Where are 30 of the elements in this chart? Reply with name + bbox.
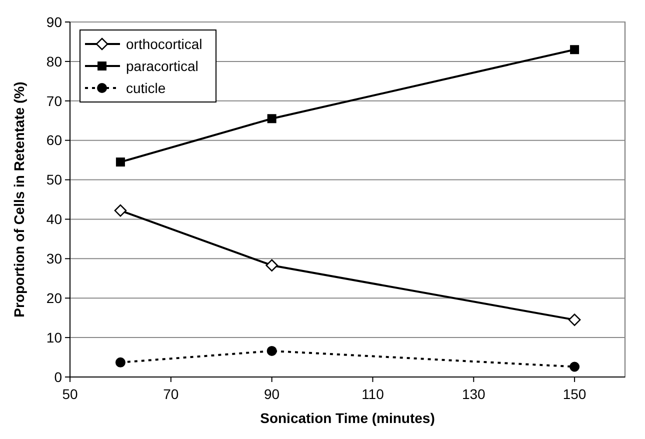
legend-label: paracortical: [126, 58, 198, 74]
point: [266, 346, 277, 356]
point: [568, 314, 581, 326]
y-tick-label: 50: [46, 172, 62, 188]
x-tick-label: 130: [462, 386, 486, 402]
point: [114, 204, 127, 217]
x-tick-label: 70: [163, 386, 179, 402]
x-axis-title: Sonication Time (minutes): [260, 410, 435, 426]
y-tick-label: 40: [46, 211, 62, 228]
y-tick-label: 20: [46, 290, 62, 306]
point: [570, 45, 580, 54]
y-tick-label: 60: [46, 132, 62, 148]
x-tick-label: 110: [362, 386, 384, 402]
point: [266, 259, 278, 272]
x-tick-label: 50: [62, 386, 78, 402]
y-tick-label: 80: [46, 53, 62, 70]
y-axis-title: Proportion of Cells in Retentate (%): [11, 82, 27, 318]
y-tick-label: 30: [46, 250, 62, 267]
y-tick-label: 10: [46, 329, 62, 346]
y-tick-label: 70: [46, 92, 62, 109]
y-tick-label: 90: [46, 14, 62, 30]
legend-label: orthocortical: [126, 36, 202, 52]
point: [570, 362, 580, 372]
y-tick-label: 0: [54, 368, 62, 385]
x-tick-label: 150: [562, 386, 586, 402]
x-tick-label: 90: [264, 386, 280, 402]
point: [116, 158, 125, 167]
legend-label: cuticle: [126, 80, 166, 96]
point: [267, 114, 276, 124]
point: [115, 357, 126, 368]
